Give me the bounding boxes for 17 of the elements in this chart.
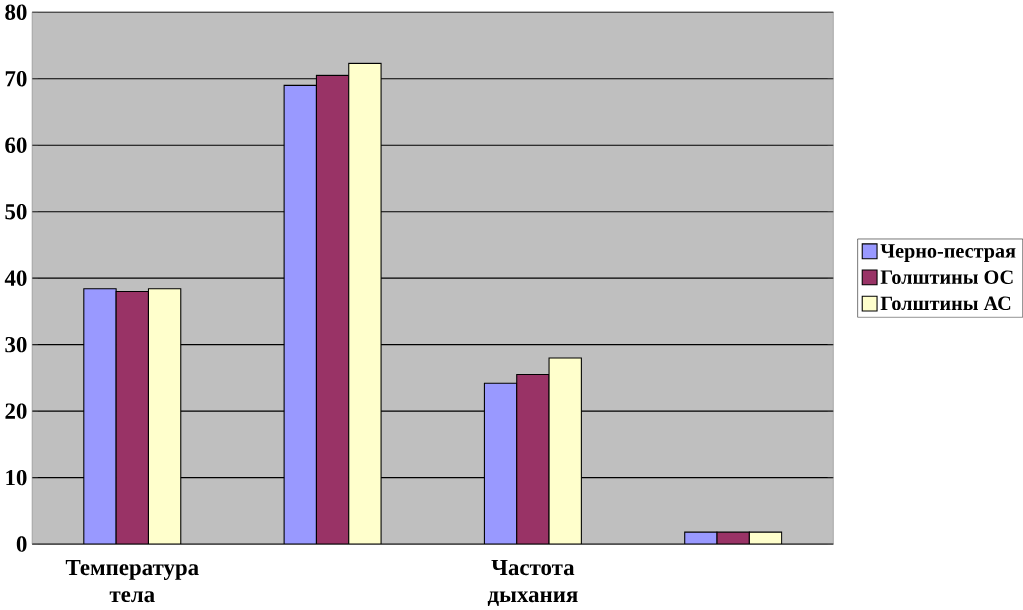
x-tick-label: Температура тела xyxy=(65,559,199,602)
y-tick-label: 40 xyxy=(4,270,27,286)
y-tick-label: 0 xyxy=(16,536,27,552)
legend-label: Голштины АС xyxy=(880,296,1011,310)
legend-label: Черно-пестрая xyxy=(880,244,1016,262)
y-tick-label: 10 xyxy=(6,469,27,486)
bar xyxy=(283,84,317,544)
y-tick-label: 60 xyxy=(5,137,27,153)
legend-label: Голштины ОС xyxy=(880,270,1013,284)
x-tick-label: Частота дыхания xyxy=(487,559,578,606)
y-tick-label: 70 xyxy=(5,70,27,87)
y-tick-label: 20 xyxy=(5,403,27,419)
y-tick-label: 30 xyxy=(5,336,27,353)
bar xyxy=(483,382,518,544)
y-tick-label: 80 xyxy=(5,4,27,20)
y-tick-label: 50 xyxy=(5,203,27,220)
bar xyxy=(83,288,117,544)
